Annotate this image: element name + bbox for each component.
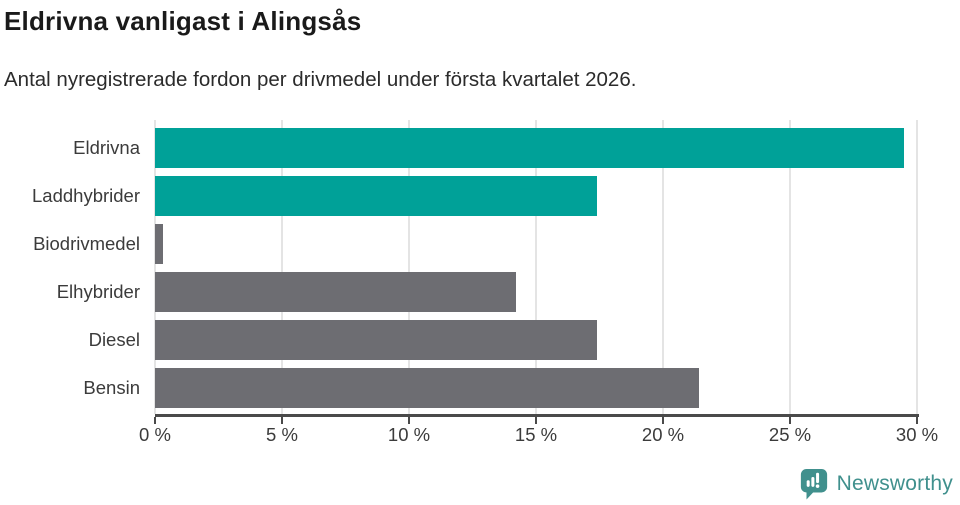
axis-tick-label: 0 % — [139, 424, 171, 445]
chart-title: Eldrivna vanligast i Alingsås — [4, 6, 362, 36]
bar-bensin — [155, 368, 699, 408]
category-label: Diesel — [88, 329, 140, 350]
axis-tick — [281, 417, 283, 424]
axis-tick-label: 15 % — [514, 424, 558, 445]
category-label: Bensin — [83, 377, 140, 398]
bar-eldrivna — [155, 128, 905, 168]
category-label: Eldrivna — [73, 137, 140, 158]
category-label: Biodrivmedel — [33, 233, 140, 254]
axis-tick-label: 5 % — [266, 424, 298, 445]
axis-tick-label: 25 % — [768, 424, 812, 445]
newsworthy-logo: Newsworthy — [799, 468, 953, 500]
axis-tick-label: 30 % — [895, 424, 939, 445]
axis-tick — [662, 417, 664, 424]
gridline — [662, 120, 664, 414]
gridline — [281, 120, 283, 414]
gridline — [154, 120, 156, 414]
axis-tick-label: 10 % — [387, 424, 431, 445]
x-axis-line — [155, 414, 919, 417]
axis-tick — [916, 417, 918, 424]
bar-diesel — [155, 320, 597, 360]
bar-elhybrider — [155, 272, 516, 312]
gridline — [916, 120, 918, 414]
bar-laddhybrider — [155, 176, 597, 216]
newsworthy-icon — [799, 468, 829, 500]
axis-tick — [535, 417, 537, 424]
plot-area — [154, 120, 918, 414]
gridline — [789, 120, 791, 414]
newsworthy-label: Newsworthy — [836, 472, 953, 495]
axis-tick — [408, 417, 410, 424]
axis-tick-label: 20 % — [641, 424, 685, 445]
bar-biodrivmedel — [155, 224, 163, 264]
category-label: Laddhybrider — [32, 185, 140, 206]
chart-subtitle: Antal nyregistrerade fordon per drivmede… — [4, 68, 637, 91]
axis-tick — [789, 417, 791, 424]
axis-tick — [154, 417, 156, 424]
gridline — [408, 120, 410, 414]
gridline — [535, 120, 537, 414]
category-label: Elhybrider — [56, 281, 140, 302]
